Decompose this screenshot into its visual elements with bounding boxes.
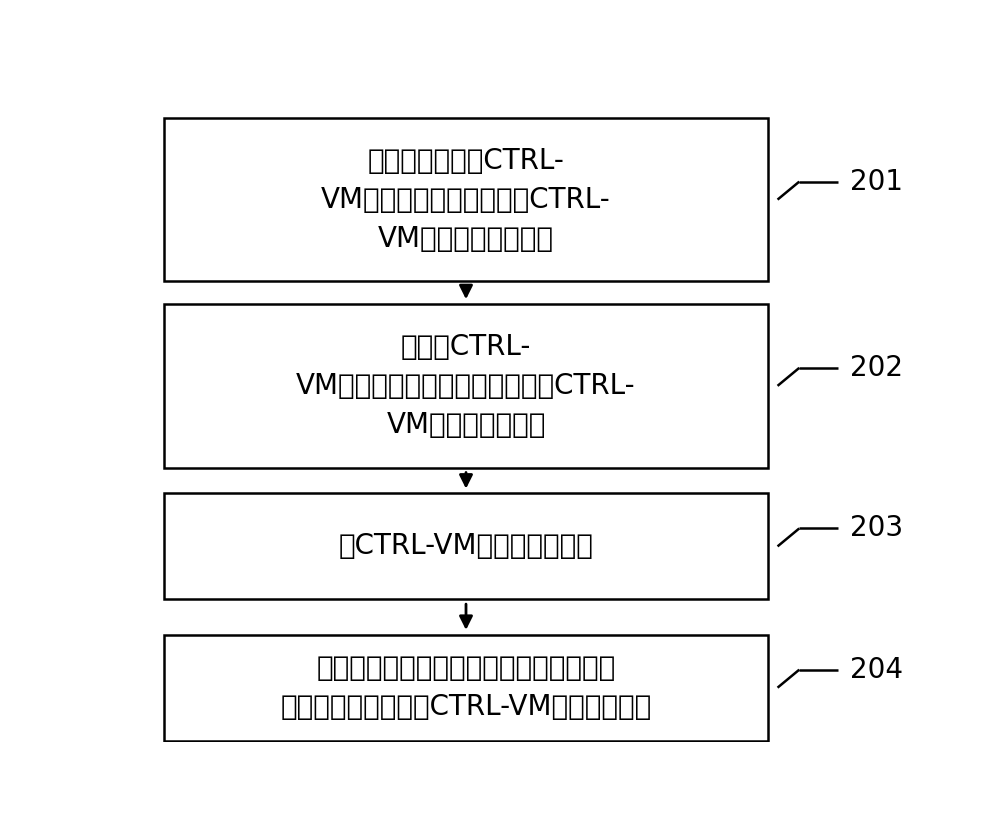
- Text: 202: 202: [850, 354, 903, 382]
- Text: 确定与CTRL-
VM组建组网通道架构完成，接收CTRL-
VM发送的认证报文: 确定与CTRL- VM组建组网通道架构完成，接收CTRL- VM发送的认证报文: [296, 333, 636, 439]
- Bar: [164, 635, 768, 741]
- Bar: [164, 494, 768, 600]
- Text: 若确定已解密数据通过认证，在组建完成
的组网通道架构上与CTRL-VM进行组网连接: 若确定已解密数据通过认证，在组建完成 的组网通道架构上与CTRL-VM进行组网连…: [280, 654, 652, 721]
- Bar: [164, 304, 768, 468]
- Text: 204: 204: [850, 656, 903, 684]
- Text: 201: 201: [850, 168, 903, 196]
- Bar: [164, 118, 768, 282]
- Text: 向CTRL-VM发送已解密数据: 向CTRL-VM发送已解密数据: [339, 532, 593, 560]
- Text: 接收管理虚拟机CTRL-
VM发送的公有密钥，并向CTRL-
VM发送组建通道请求: 接收管理虚拟机CTRL- VM发送的公有密钥，并向CTRL- VM发送组建通道请…: [321, 147, 611, 253]
- Text: 203: 203: [850, 515, 903, 542]
